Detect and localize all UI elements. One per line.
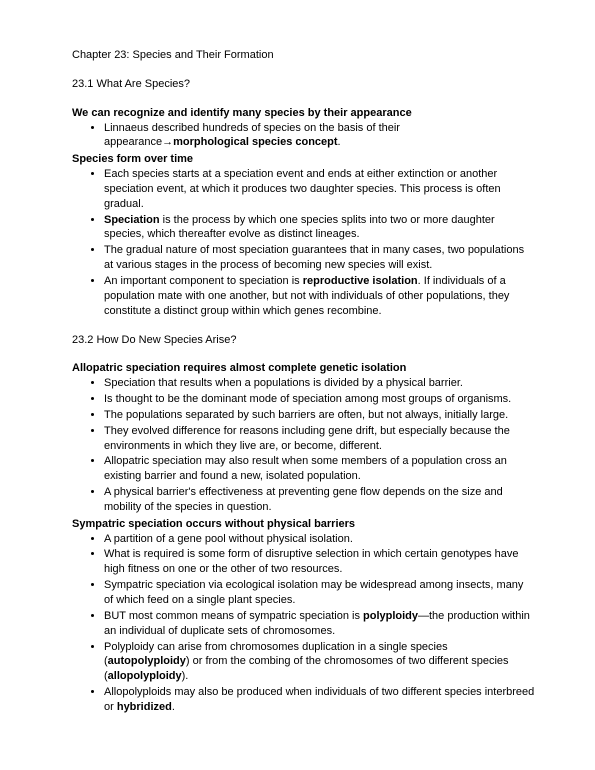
list-item: An important component to speciation is … xyxy=(104,274,535,319)
term-hybridized: hybridized xyxy=(117,701,172,713)
list-item: BUT most common means of sympatric speci… xyxy=(104,609,535,639)
list-item: Each species starts at a speciation even… xyxy=(104,167,535,212)
list-item: They evolved difference for reasons incl… xyxy=(104,424,535,454)
term-reproductive-isolation: reproductive isolation xyxy=(303,275,418,287)
term-speciation: Speciation xyxy=(104,214,160,226)
list-item: The gradual nature of most speciation gu… xyxy=(104,243,535,273)
list-item: Speciation is the process by which one s… xyxy=(104,213,535,243)
text: BUT most common means of sympatric speci… xyxy=(104,610,363,622)
text: ). xyxy=(182,670,189,682)
arrow-icon: → xyxy=(162,136,173,148)
section-number-1: 23.1 What Are Species? xyxy=(72,77,535,92)
term-allopolyploidy: allopolyploidy xyxy=(108,670,182,682)
list-item: Sympatric speciation via ecological isol… xyxy=(104,578,535,608)
text: An important component to speciation is xyxy=(104,275,303,287)
heading-sympatric: Sympatric speciation occurs without phys… xyxy=(72,517,535,532)
list-item: Polyploidy can arise from chromosomes du… xyxy=(104,640,535,685)
list-sympatric: A partition of a gene pool without physi… xyxy=(72,532,535,715)
section-number-2: 23.2 How Do New Species Arise? xyxy=(72,333,535,348)
list-species-time: Each species starts at a speciation even… xyxy=(72,167,535,318)
term-polyploidy: polyploidy xyxy=(363,610,418,622)
list-item: Allopolyploids may also be produced when… xyxy=(104,685,535,715)
term-autopolyploidy: autopolyploidy xyxy=(108,655,186,667)
list-item: Linnaeus described hundreds of species o… xyxy=(104,121,535,151)
list-item: Is thought to be the dominant mode of sp… xyxy=(104,392,535,407)
list-item: A physical barrier's effectiveness at pr… xyxy=(104,485,535,515)
term-morphological: morphological species concept xyxy=(173,136,337,148)
list-item: A partition of a gene pool without physi… xyxy=(104,532,535,547)
list-appearance: Linnaeus described hundreds of species o… xyxy=(72,121,535,151)
heading-species-time: Species form over time xyxy=(72,152,535,167)
chapter-title: Chapter 23: Species and Their Formation xyxy=(72,48,535,63)
heading-allopatric: Allopatric speciation requires almost co… xyxy=(72,361,535,376)
list-allopatric: Speciation that results when a populatio… xyxy=(72,376,535,515)
text: . xyxy=(338,136,341,148)
list-item: Speciation that results when a populatio… xyxy=(104,376,535,391)
list-item: Allopatric speciation may also result wh… xyxy=(104,454,535,484)
text: . xyxy=(172,701,175,713)
list-item: What is required is some form of disrupt… xyxy=(104,547,535,577)
heading-appearance: We can recognize and identify many speci… xyxy=(72,106,535,121)
list-item: The populations separated by such barrie… xyxy=(104,408,535,423)
text: is the process by which one species spli… xyxy=(104,214,495,241)
